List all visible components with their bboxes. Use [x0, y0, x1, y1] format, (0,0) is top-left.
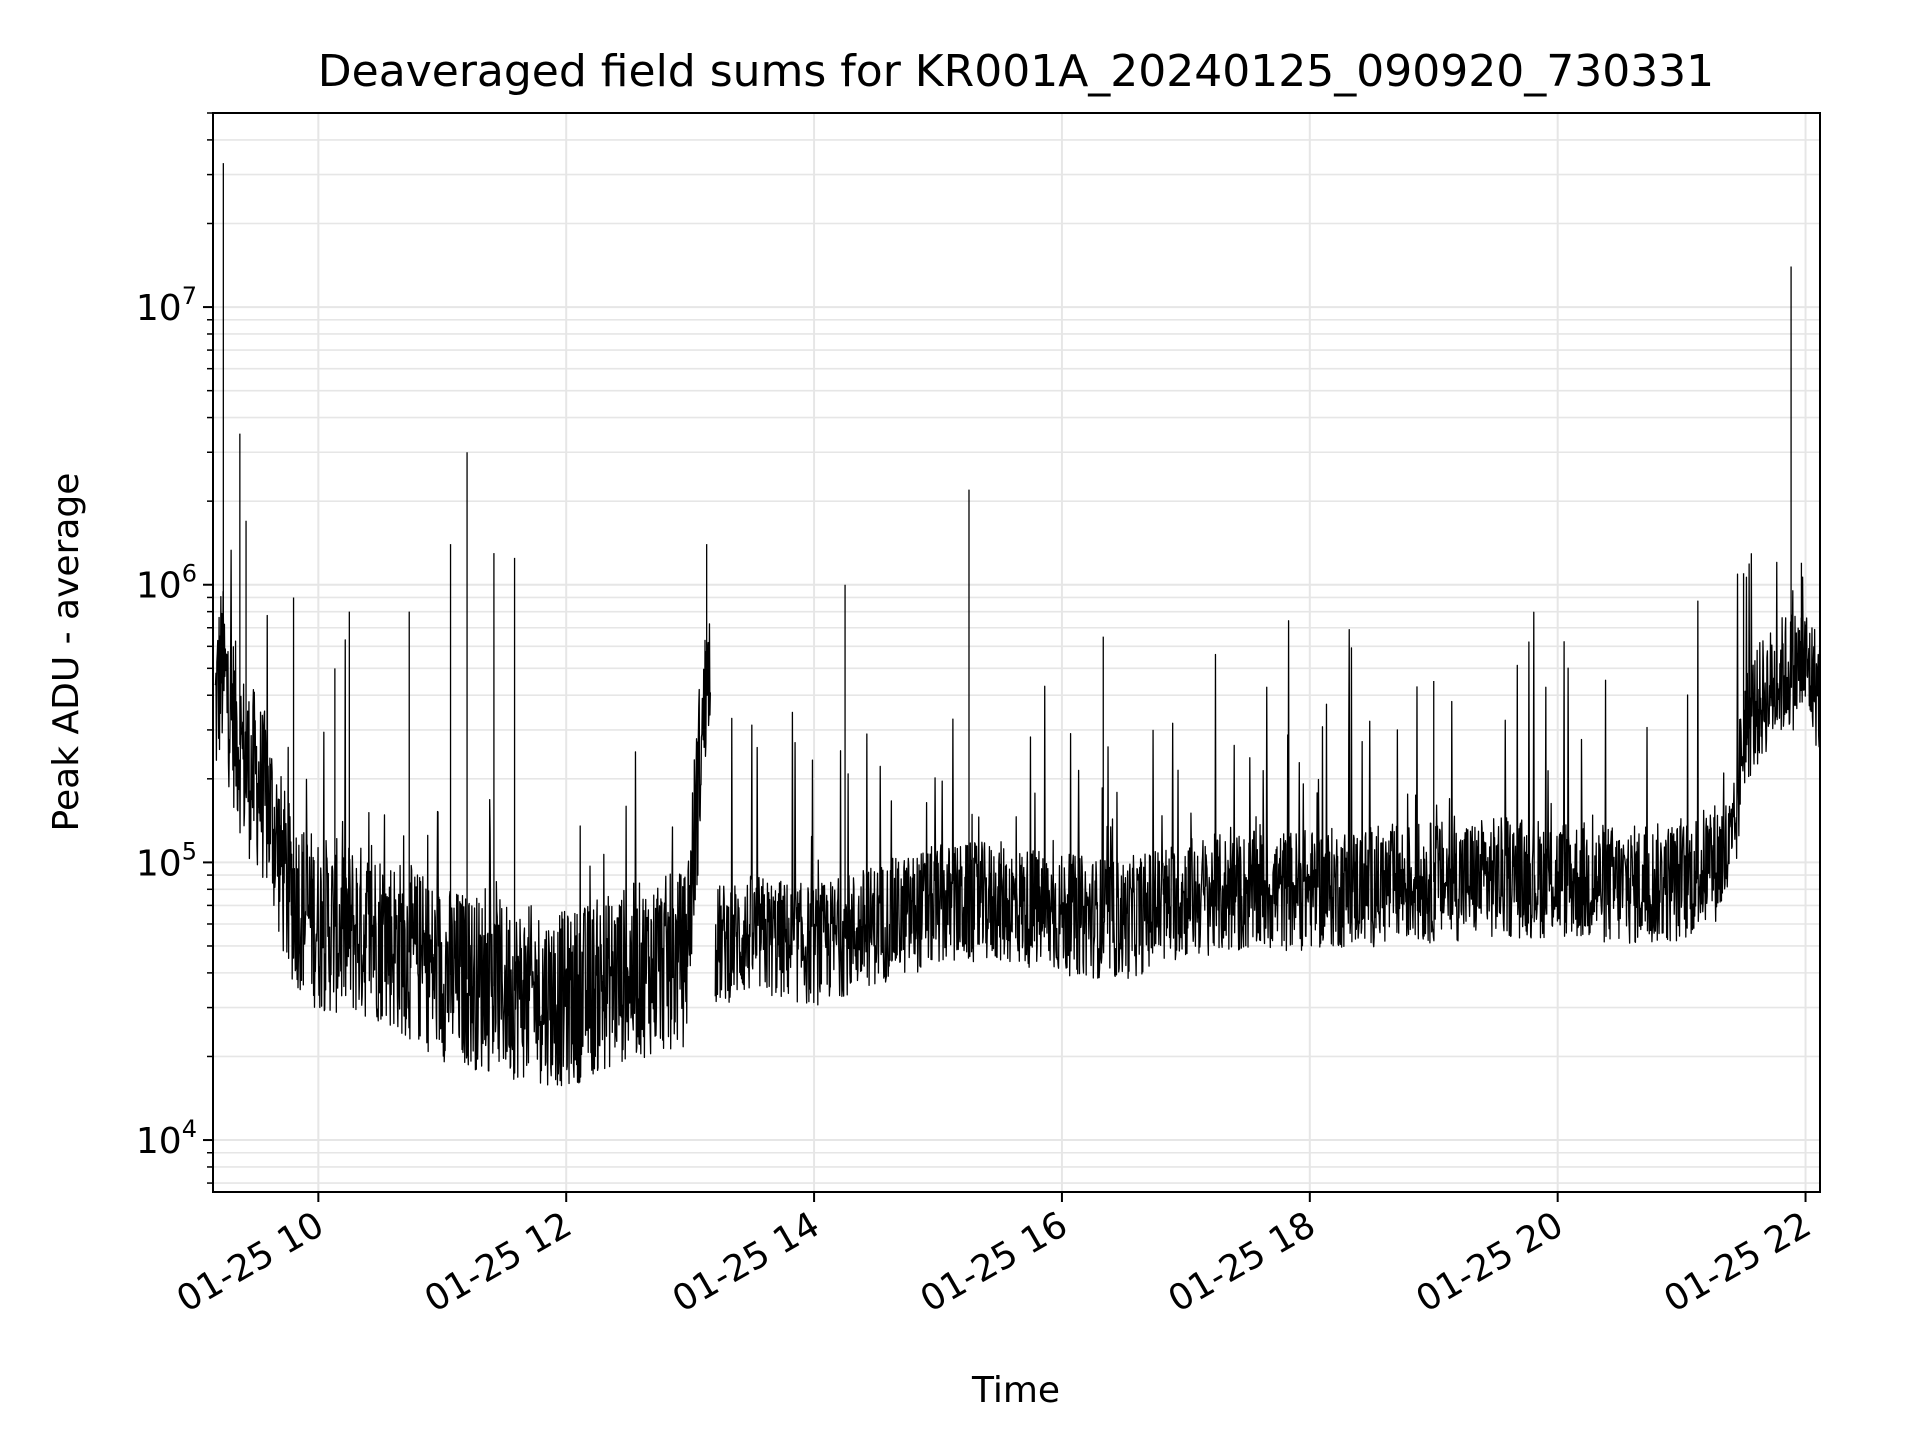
y-axis-label: Peak ADU - average — [46, 473, 87, 832]
y-tick-label: 107 — [136, 282, 197, 329]
y-axis-ticks: 104 105 106 107 — [136, 112, 213, 1184]
y-tick-label: 106 — [136, 560, 197, 607]
y-tick-label: 104 — [136, 1115, 197, 1162]
chart-title: Deaveraged field sums for KR001A_2024012… — [318, 46, 1714, 97]
x-axis-label: Time — [971, 1370, 1060, 1411]
series-line — [214, 549, 1820, 1087]
plot-frame — [212, 112, 1821, 1193]
y-tick-label: 105 — [136, 837, 197, 884]
plot-area — [214, 163, 1820, 1087]
